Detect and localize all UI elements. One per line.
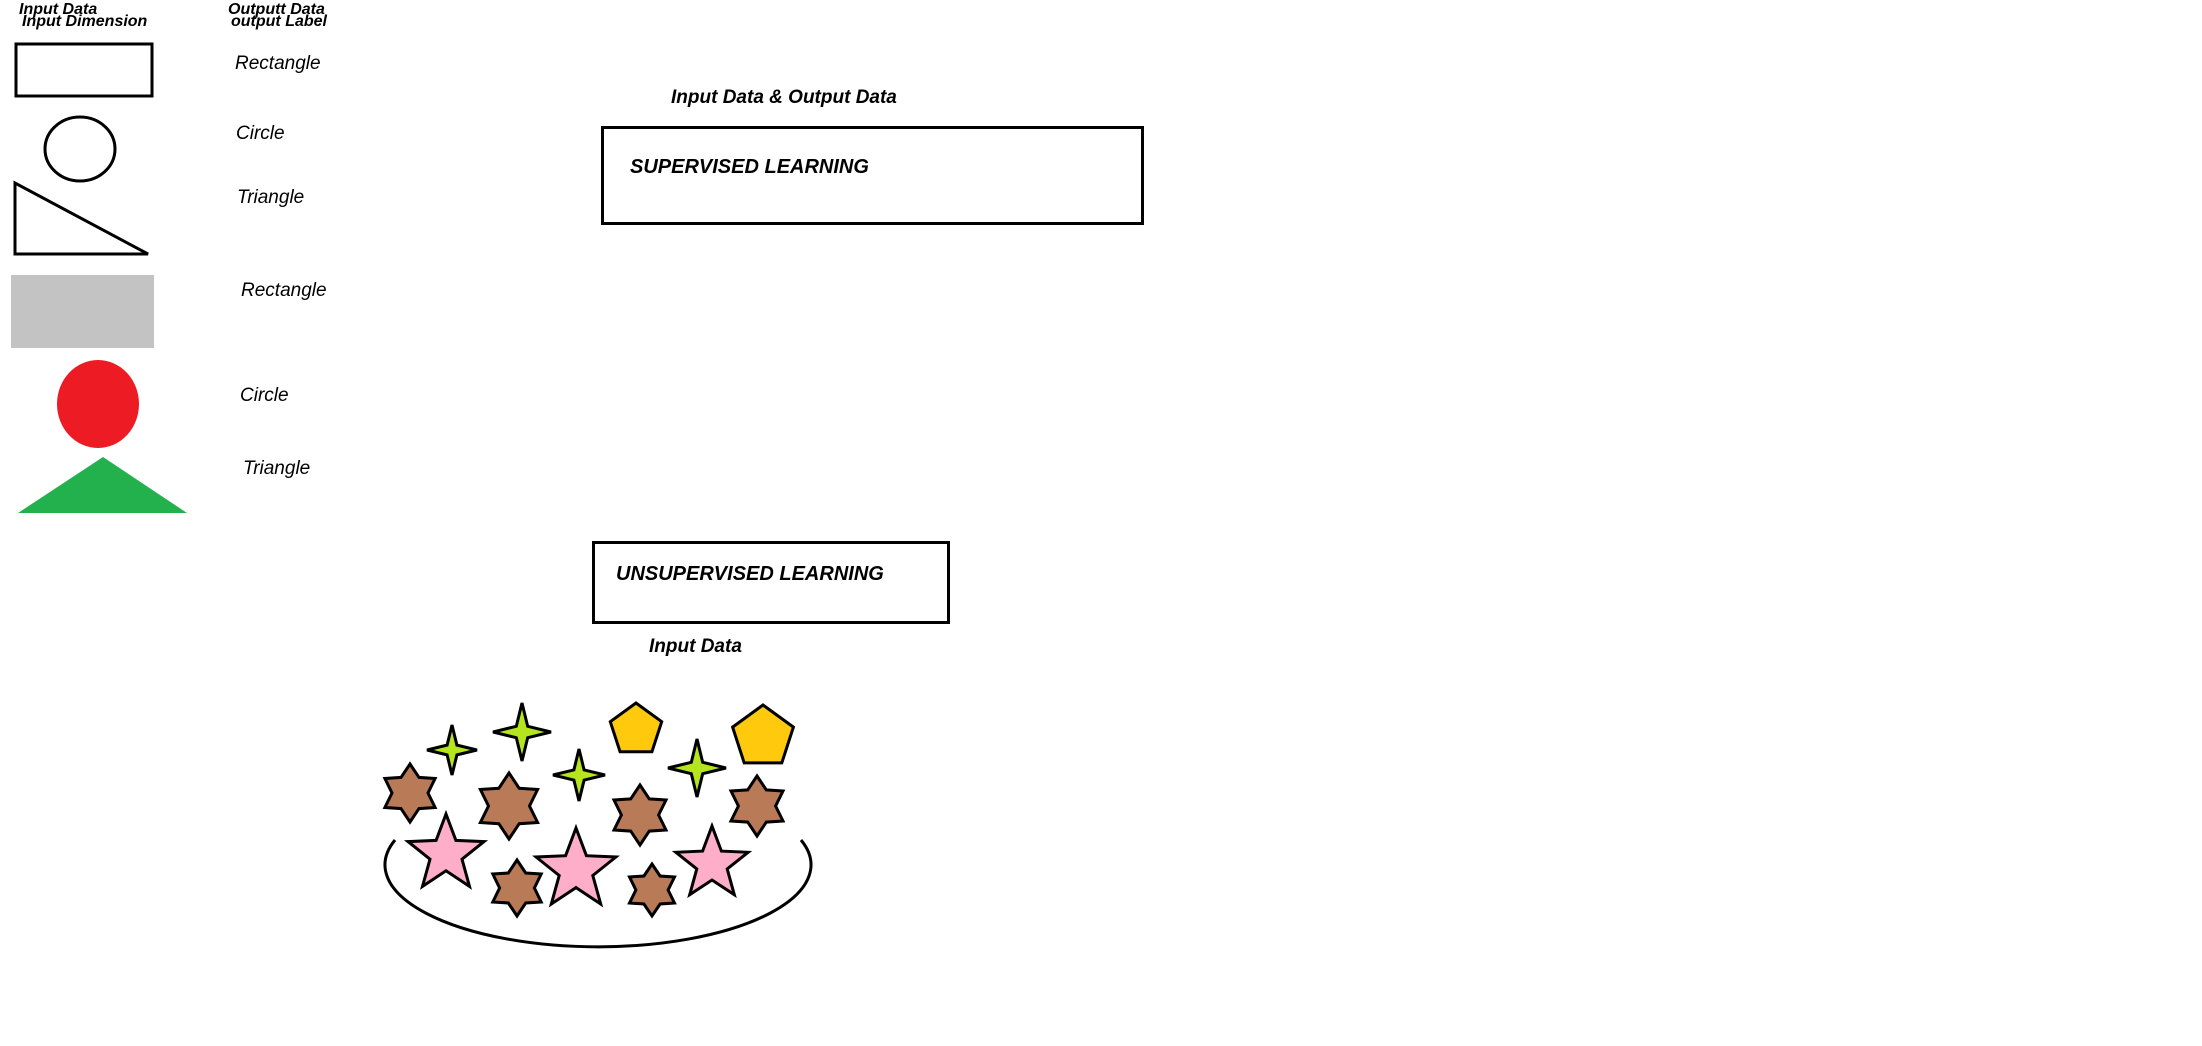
unsupervised-learning-box: UNSUPERVISED LEARNING bbox=[592, 541, 950, 624]
supervised-learning-title: SUPERVISED LEARNING bbox=[630, 156, 869, 178]
five-point-star-icon bbox=[671, 821, 753, 899]
six-point-star-icon bbox=[382, 761, 438, 825]
unsupervised-caption: Input Data bbox=[649, 636, 742, 657]
four-point-star-icon bbox=[667, 738, 727, 798]
legend-label-circle-filled: Circle bbox=[240, 385, 289, 406]
pentagon-icon bbox=[730, 703, 796, 765]
legend-label-triangle-filled: Triangle bbox=[243, 458, 311, 479]
triangle-filled-shape bbox=[18, 457, 187, 513]
circle-filled-shape bbox=[57, 360, 139, 448]
unsupervised-learning-title: UNSUPERVISED LEARNING bbox=[616, 563, 884, 585]
circle-outline-shape bbox=[43, 115, 117, 183]
four-point-star-icon bbox=[552, 748, 606, 802]
six-point-star-icon bbox=[728, 773, 786, 839]
unsupervised-cluster bbox=[382, 701, 796, 919]
triangle-outline-shape bbox=[13, 180, 149, 256]
supervised-learning-box: SUPERVISED LEARNING bbox=[601, 126, 1144, 225]
pentagon-icon bbox=[608, 701, 664, 754]
five-point-star-icon bbox=[532, 823, 620, 908]
legend-label-circle-outline: Circle bbox=[236, 123, 285, 144]
legend-input-data-header: Input Data bbox=[19, 1, 98, 18]
six-point-star-icon bbox=[490, 857, 544, 919]
four-point-star-icon bbox=[492, 702, 552, 762]
legend-output-label-header: output Label bbox=[231, 13, 327, 30]
five-point-star-icon bbox=[403, 809, 489, 890]
legend-input-dimension-header: Input Dimension bbox=[22, 13, 148, 30]
legend-output-data-header: Outputt Data bbox=[228, 1, 325, 18]
legend-label-rectangle-filled: Rectangle bbox=[241, 280, 327, 301]
six-point-star-icon bbox=[611, 782, 669, 848]
four-point-star-icon bbox=[426, 724, 478, 776]
legend-label-rectangle-outline: Rectangle bbox=[235, 53, 321, 74]
rectangle-outline-shape bbox=[14, 42, 154, 98]
six-point-star-icon bbox=[478, 770, 540, 842]
legend-label-triangle-outline: Triangle bbox=[237, 187, 305, 208]
supervised-caption: Input Data & Output Data bbox=[671, 87, 897, 108]
bowl-outline bbox=[383, 839, 813, 949]
six-point-star-icon bbox=[627, 861, 677, 919]
rectangle-filled-shape bbox=[11, 275, 154, 348]
